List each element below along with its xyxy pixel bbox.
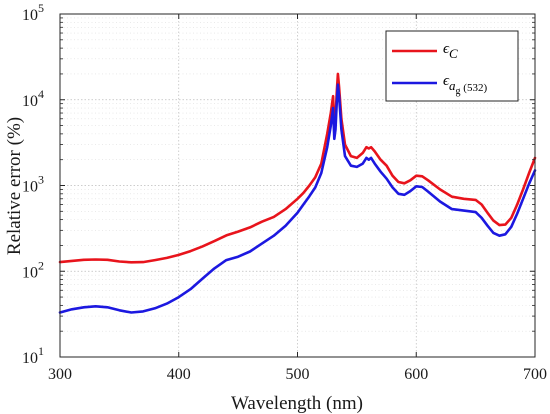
legend-label-2: ϵag (532): [443, 73, 487, 97]
x-tick-labels: 300 400 500 600 700: [48, 366, 547, 383]
x-tick-label: 600: [404, 366, 428, 383]
x-tick-label: 400: [167, 366, 191, 383]
series-line-2: [58, 83, 537, 314]
x-axis-label: Wavelength (nm): [231, 393, 363, 414]
y-tick-label: 104: [22, 87, 44, 110]
y-tick-label: 103: [22, 173, 44, 196]
y-axis-label: Relative error (%): [4, 117, 25, 255]
series-lines: [58, 72, 537, 314]
legend-label-1: ϵC: [443, 41, 458, 61]
x-tick-label: 500: [286, 366, 310, 383]
y-tick-labels: 101 102 103 104 105: [22, 1, 44, 367]
x-tick-label: 700: [523, 366, 547, 383]
x-tick-label: 300: [48, 366, 72, 383]
y-tick-label: 102: [22, 258, 44, 281]
y-tick-label: 105: [22, 1, 44, 24]
axis-ticks: [59, 13, 536, 358]
legend: ϵC ϵag (532): [385, 30, 519, 102]
y-tick-label: 101: [22, 344, 44, 367]
legend-box: [385, 30, 519, 102]
